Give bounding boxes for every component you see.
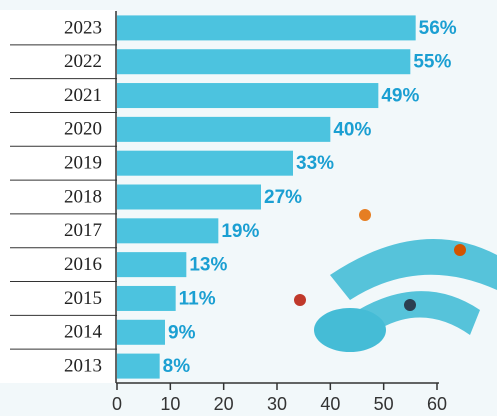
bar (117, 116, 331, 142)
value-label: 8% (163, 356, 191, 377)
value-label: 9% (168, 322, 196, 343)
value-label: 49% (381, 86, 419, 107)
person (359, 209, 371, 221)
bar (117, 319, 165, 345)
bar (117, 150, 293, 176)
y-tick-label: 2016 (64, 254, 102, 275)
y-tick-label: 2021 (64, 85, 102, 106)
y-tick-label: 2014 (64, 322, 103, 343)
y-tick-label: 2022 (64, 51, 102, 72)
y-tick-label: 2015 (64, 288, 102, 309)
bar (117, 184, 261, 210)
value-label: 40% (333, 119, 371, 140)
y-tick-label: 2013 (64, 355, 102, 376)
x-tick-label: 40 (320, 394, 340, 414)
person (454, 244, 466, 256)
y-tick-label: 2018 (64, 186, 102, 207)
y-tick-label: 2023 (64, 17, 102, 38)
bar (117, 83, 379, 109)
y-tick-label: 2019 (64, 153, 102, 174)
x-tick-label: 0 (112, 394, 122, 414)
label-column (0, 10, 116, 383)
value-label: 33% (296, 153, 334, 174)
x-tick-label: 30 (267, 394, 287, 414)
value-label: 19% (221, 221, 259, 242)
x-tick-label: 60 (427, 394, 447, 414)
x-tick-label: 10 (160, 394, 180, 414)
bar (117, 49, 411, 75)
x-tick-label: 20 (214, 394, 234, 414)
y-tick-label: 2020 (64, 119, 102, 140)
value-label: 27% (264, 187, 302, 208)
person (404, 299, 416, 311)
illustration (294, 209, 497, 352)
wifi-arc (330, 239, 497, 300)
person (294, 294, 306, 306)
wifi-dot (314, 308, 386, 352)
value-label: 55% (413, 52, 451, 73)
bar (117, 353, 160, 379)
bar (117, 15, 416, 41)
bar (117, 218, 219, 244)
value-label: 13% (189, 255, 227, 276)
x-tick-label: 50 (374, 394, 394, 414)
y-tick-label: 2017 (64, 220, 102, 241)
value-label: 56% (419, 18, 457, 39)
value-label: 11% (179, 288, 216, 309)
bar (117, 285, 176, 311)
bar (117, 252, 187, 278)
